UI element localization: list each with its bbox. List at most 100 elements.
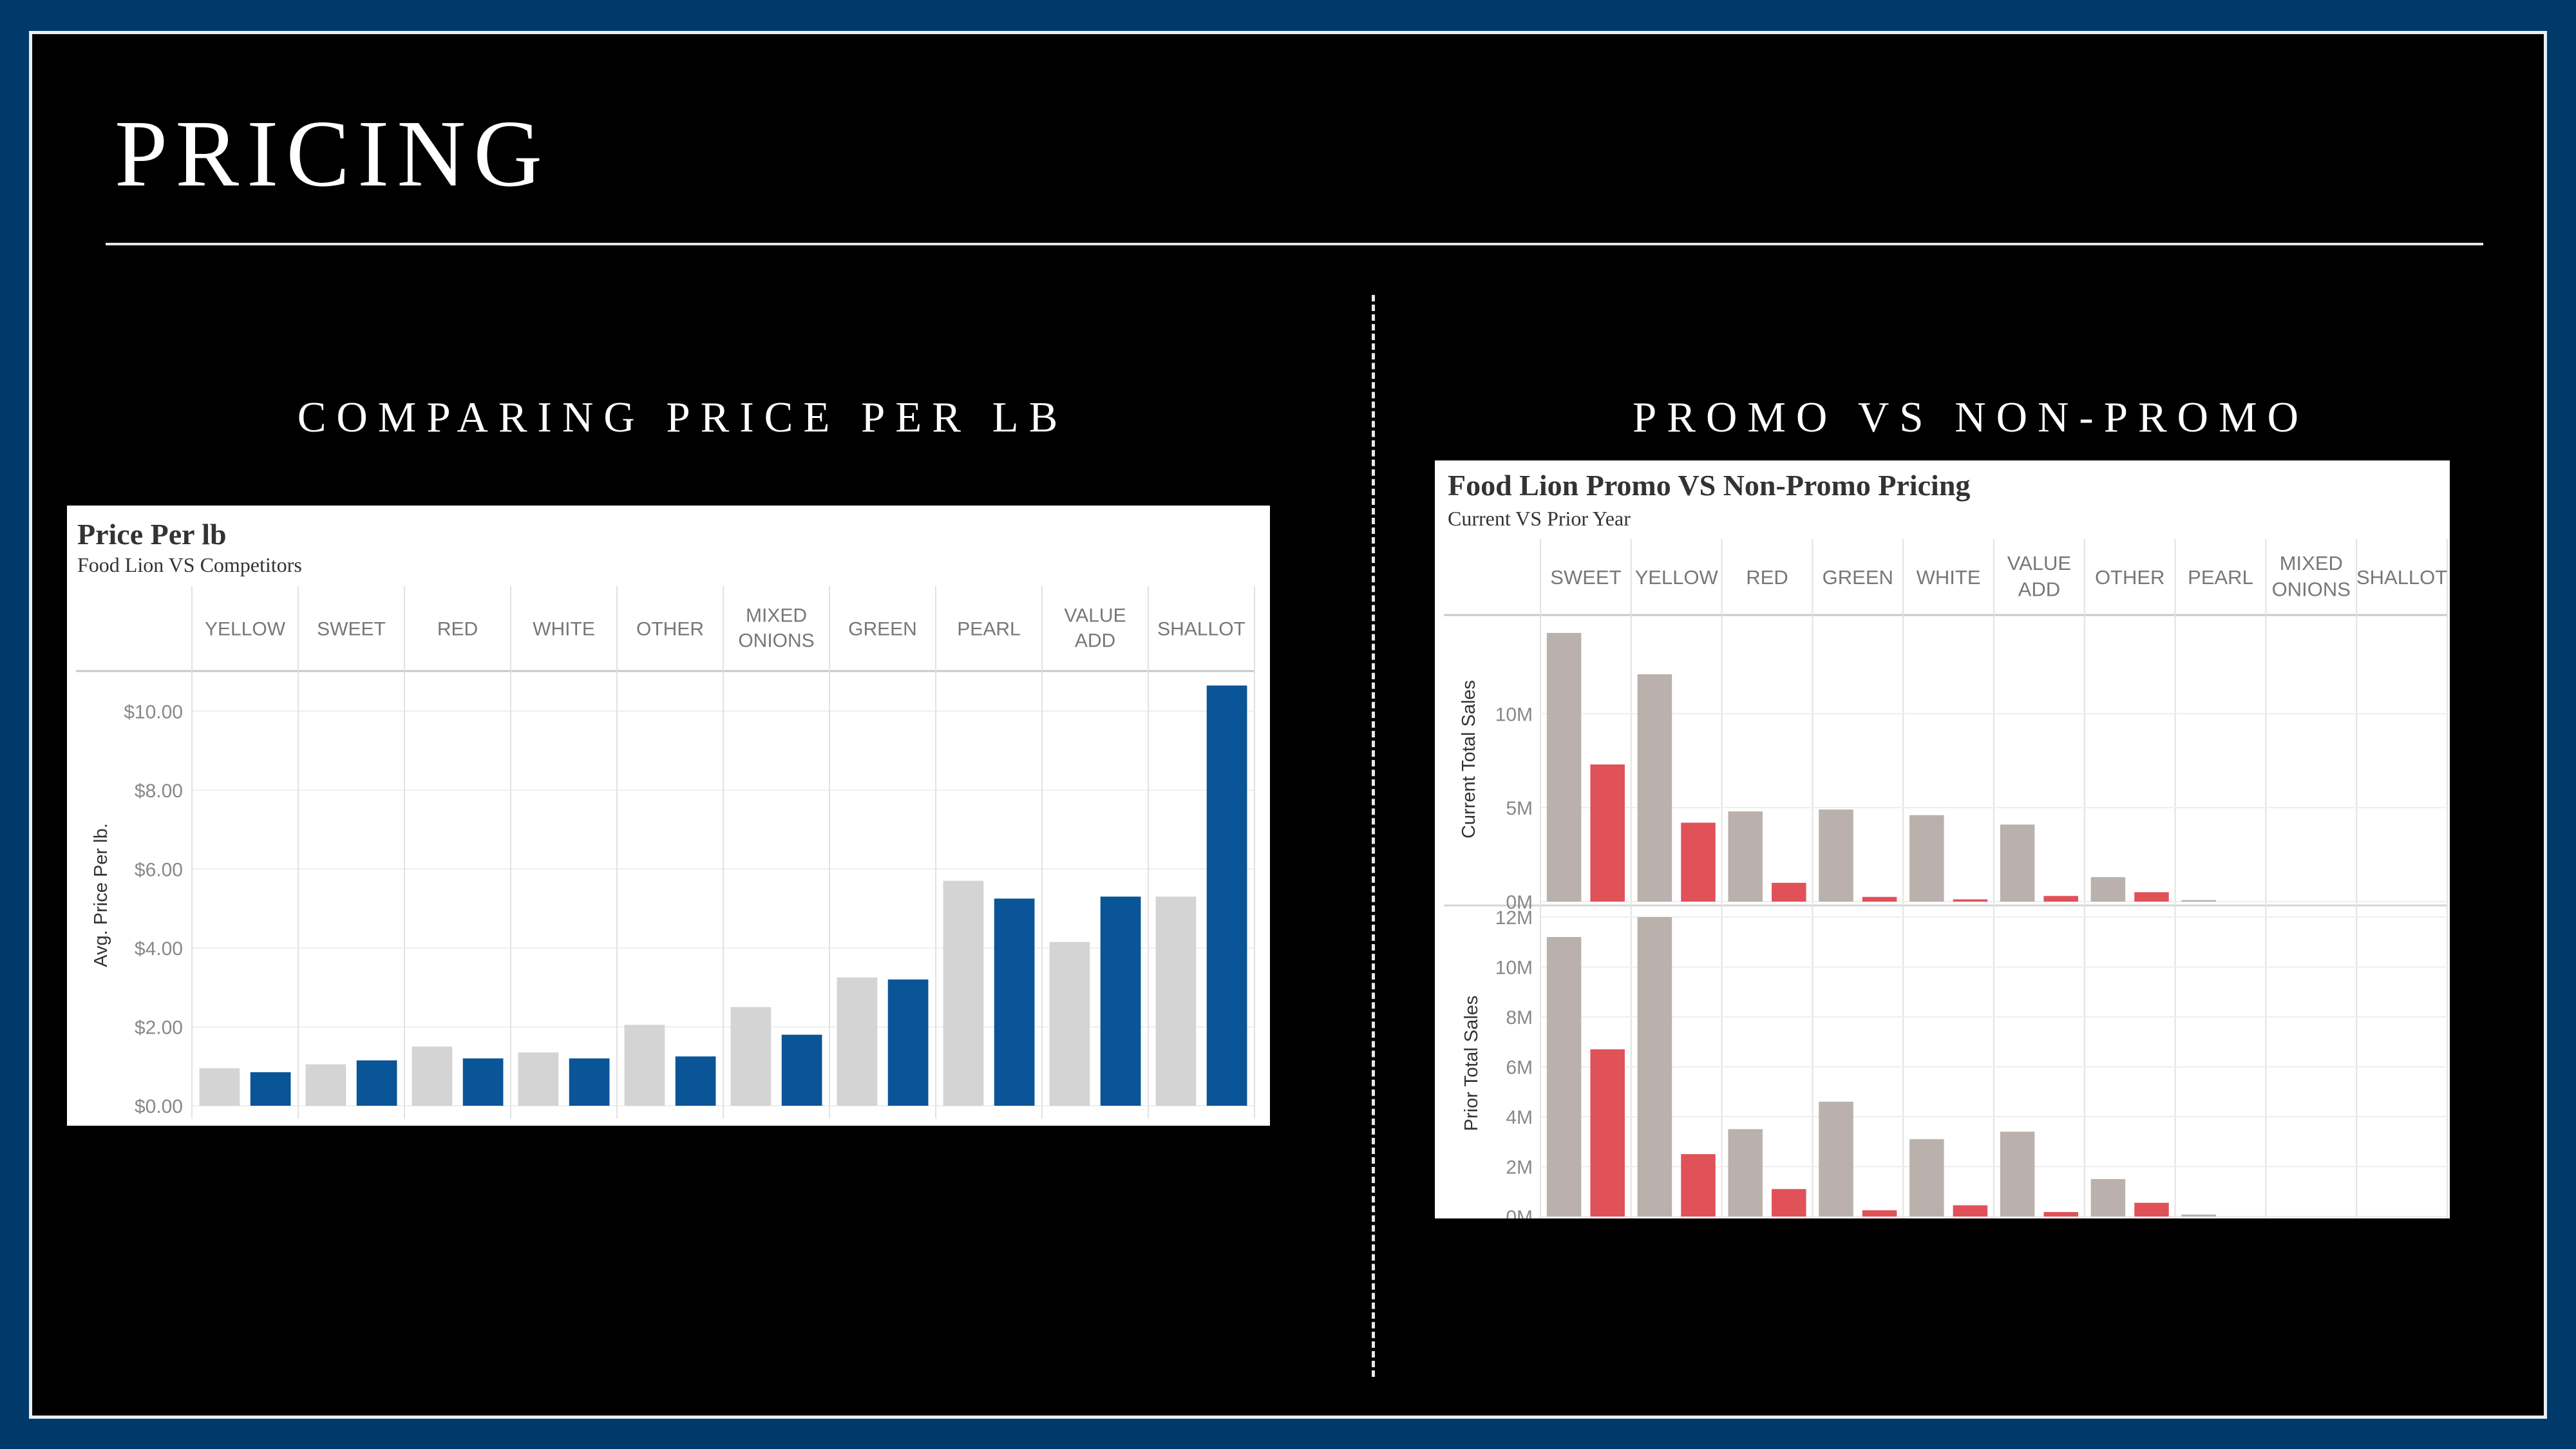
bar	[1772, 882, 1806, 902]
bar	[199, 1068, 240, 1106]
bar	[1772, 1189, 1806, 1217]
promo-vs-nonpromo-plot: SWEET YELLOW RED GREEN WHITE VALUE ADD OTHER PEA…	[1444, 539, 2448, 1218]
category-label: OTHER	[2095, 566, 2165, 589]
category-label: RED	[1746, 566, 1788, 589]
bar	[1819, 810, 1853, 902]
bar	[994, 898, 1035, 1106]
y-axis-label: Avg. Price Per lb.	[91, 823, 111, 967]
bar	[675, 1056, 716, 1106]
y-axis-label: Current Total Sales	[1459, 680, 1479, 838]
bar	[1681, 822, 1716, 902]
bar	[1637, 917, 1672, 1217]
bar	[250, 1072, 291, 1106]
bar	[1728, 1129, 1763, 1217]
bar	[2090, 1179, 2126, 1217]
section-divider	[1372, 295, 1375, 1377]
price-per-lb-plot: $0.00 $2.00 $4.00 $6.00 $8.00 $10.00 YELLOW SWE…	[76, 586, 1255, 1119]
category-label: SHALLOT	[2356, 566, 2447, 589]
bar	[1637, 674, 1672, 902]
bar	[356, 1060, 397, 1106]
y-tick-label: $10.00	[124, 701, 183, 723]
bar	[1862, 1210, 1897, 1217]
bar	[1590, 764, 1625, 902]
bar	[412, 1046, 453, 1106]
bar	[2000, 1132, 2035, 1217]
bar	[1546, 937, 1582, 1217]
chart-title: Price Per lb	[77, 518, 227, 551]
y-tick-label: 0M	[1506, 1207, 1533, 1218]
y-tick-label: $4.00	[135, 938, 183, 960]
category-label: GREEN	[848, 619, 917, 640]
bar	[943, 880, 984, 1106]
category-label: GREEN	[1823, 566, 1893, 589]
bar	[2134, 892, 2169, 902]
bar	[2043, 1212, 2078, 1217]
y-tick-label: 8M	[1506, 1007, 1533, 1028]
y-tick-label: $6.00	[135, 859, 183, 880]
bar	[569, 1058, 610, 1106]
bar	[1953, 1205, 1988, 1217]
bar	[518, 1052, 559, 1106]
category-label: SWEET	[1550, 566, 1621, 589]
category-label: WHITE	[1917, 566, 1981, 589]
category-label: VALUE ADD	[1064, 605, 1126, 652]
bar	[624, 1025, 665, 1106]
promo-vs-nonpromo-chart: Food Lion Promo VS Non-Promo Pricing Cur…	[1435, 460, 2450, 1218]
y-tick-label: 12M	[1495, 907, 1533, 929]
category-label: WHITE	[533, 619, 595, 640]
bar	[1819, 1101, 1853, 1217]
chart-subtitle: Food Lion VS Competitors	[77, 553, 302, 576]
bar	[462, 1058, 504, 1106]
bar	[1100, 896, 1141, 1106]
category-label: SHALLOT	[1157, 619, 1245, 640]
bar	[1909, 815, 1944, 902]
bar	[1590, 1049, 1625, 1217]
y-tick-label: 2M	[1506, 1157, 1533, 1179]
bar	[2181, 1214, 2216, 1217]
category-label: RED	[437, 619, 478, 640]
y-tick-label: 10M	[1495, 704, 1533, 725]
category-label: OTHER	[636, 619, 704, 640]
left-section-heading: COMPARING PRICE PER LB	[297, 393, 1068, 441]
price-per-lb-chart: Price Per lb Food Lion VS Competitors $0…	[67, 506, 1270, 1126]
bar	[1206, 685, 1247, 1106]
bar	[1953, 899, 1988, 902]
bar	[305, 1064, 346, 1106]
y-tick-label: $2.00	[135, 1017, 183, 1038]
category-label: YELLOW	[1635, 566, 1719, 589]
category-label: MIXED ONIONS	[2272, 552, 2351, 600]
bar	[837, 977, 878, 1106]
y-tick-label: 0M	[1506, 892, 1533, 913]
bar	[2134, 1202, 2169, 1217]
bar	[2090, 877, 2126, 902]
slide: PRICING COMPARING PRICE PER LB PROMO VS …	[29, 31, 2547, 1419]
bar	[1728, 811, 1763, 902]
bar	[1681, 1154, 1716, 1217]
bar	[2043, 896, 2078, 902]
chart-title: Food Lion Promo VS Non-Promo Pricing	[1448, 469, 1971, 502]
y-tick-label: $8.00	[135, 781, 183, 802]
chart-subtitle: Current VS Prior Year	[1448, 507, 1631, 530]
bar	[781, 1034, 822, 1106]
category-label: VALUE ADD	[2007, 552, 2071, 600]
bar	[730, 1007, 772, 1106]
bar	[1862, 896, 1897, 902]
y-tick-label: 5M	[1506, 798, 1533, 819]
bar	[2181, 900, 2216, 902]
title-rule	[106, 243, 2483, 245]
bar	[1546, 632, 1582, 902]
y-axis-label: Prior Total Sales	[1461, 996, 1482, 1132]
bar	[887, 979, 929, 1106]
y-tick-label: 4M	[1506, 1107, 1533, 1128]
right-section-heading: PROMO VS NON-PROMO	[1633, 393, 2309, 441]
bar	[2000, 824, 2035, 902]
y-tick-label: 6M	[1506, 1057, 1533, 1079]
bar	[1909, 1139, 1944, 1217]
category-label: SWEET	[317, 619, 386, 640]
y-tick-label: 10M	[1495, 958, 1533, 979]
category-label: PEARL	[957, 619, 1020, 640]
category-label: PEARL	[2188, 566, 2253, 589]
category-label: MIXED ONIONS	[738, 605, 814, 652]
bar	[1155, 896, 1197, 1106]
category-label: YELLOW	[205, 619, 286, 640]
